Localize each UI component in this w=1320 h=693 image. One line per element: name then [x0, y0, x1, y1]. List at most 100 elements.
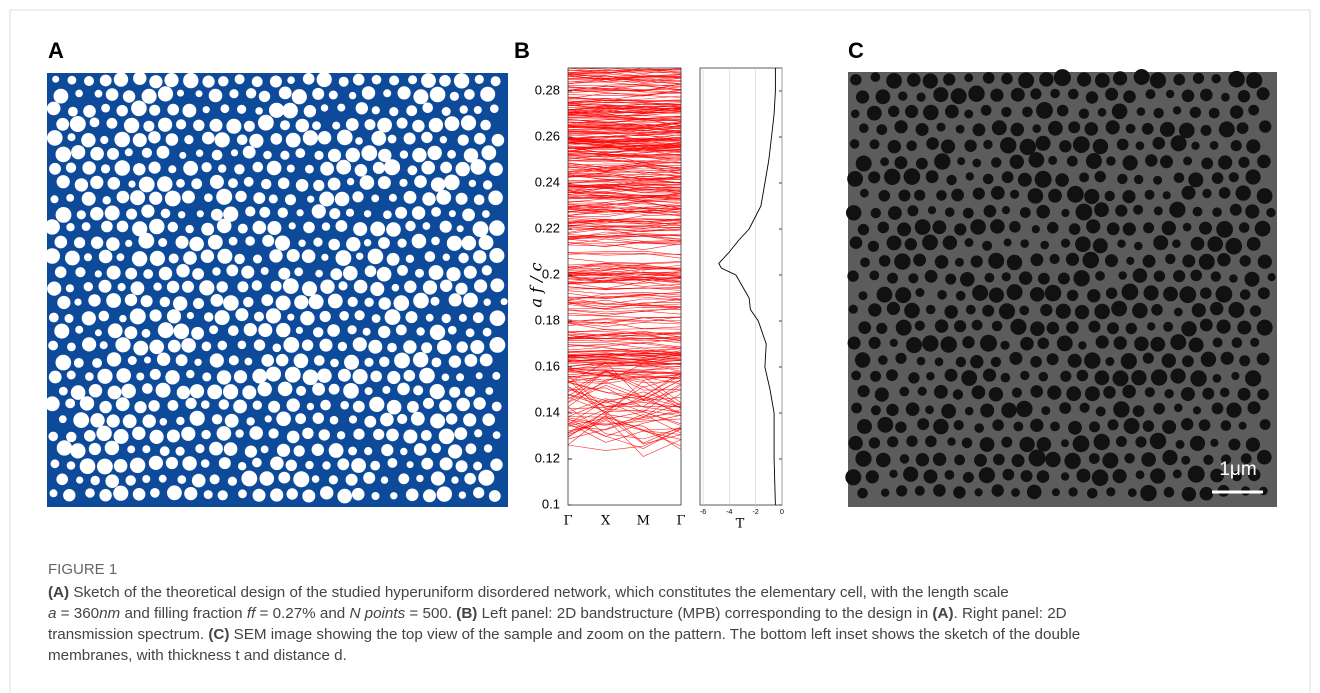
hole [84, 76, 94, 86]
hole [1200, 287, 1212, 300]
hole [364, 447, 373, 456]
hole [237, 340, 247, 350]
hole [144, 356, 151, 364]
hole [1188, 172, 1204, 188]
hole [184, 487, 198, 501]
hole [944, 305, 958, 319]
hole [446, 267, 461, 282]
hole [1208, 107, 1220, 119]
hole [295, 179, 309, 192]
hole [848, 435, 863, 451]
hole [416, 327, 425, 336]
hole [1040, 240, 1049, 250]
hole [1246, 237, 1261, 251]
hole [962, 471, 974, 483]
hole [1037, 337, 1050, 350]
hole [405, 488, 419, 502]
hole [276, 353, 289, 367]
hole [926, 371, 935, 381]
hole [217, 490, 228, 501]
hole [922, 234, 938, 251]
hole [149, 75, 163, 89]
hole [209, 441, 223, 456]
hole [1181, 487, 1197, 502]
hole [991, 157, 1002, 168]
hole [413, 89, 429, 105]
hole [175, 235, 189, 249]
y-tick-label: 0.16 [535, 358, 560, 373]
hole [214, 132, 230, 148]
hole [425, 313, 434, 322]
hole [121, 383, 136, 399]
hole [415, 268, 424, 278]
hole [934, 319, 949, 333]
hole [126, 208, 138, 220]
hole [1029, 287, 1045, 302]
hole [1231, 337, 1243, 349]
hole [55, 146, 72, 163]
hole [268, 400, 281, 413]
hole [1199, 486, 1214, 501]
hole [101, 103, 110, 113]
hole [1060, 472, 1070, 481]
band [567, 131, 682, 135]
hole [1034, 170, 1052, 188]
hole [1211, 402, 1224, 415]
hole [44, 396, 60, 412]
hole [48, 431, 58, 442]
hole [298, 239, 306, 247]
hole [1124, 453, 1135, 464]
band [567, 381, 682, 408]
hole [1106, 487, 1116, 497]
hole [1046, 353, 1059, 366]
hole [447, 149, 456, 159]
hole [1181, 455, 1191, 465]
hole [1144, 387, 1155, 398]
band [567, 318, 682, 323]
hole [338, 76, 349, 87]
hole [1200, 351, 1217, 367]
hole [988, 387, 1004, 402]
band [567, 355, 682, 362]
hole [183, 160, 199, 176]
hole [449, 91, 459, 101]
band [567, 208, 682, 212]
hole [436, 486, 452, 502]
symbol: a [48, 605, 57, 622]
hole [1084, 386, 1100, 402]
band [567, 375, 682, 414]
band [568, 68, 682, 71]
hole [1190, 370, 1207, 387]
hole [165, 456, 178, 470]
hole [83, 105, 96, 118]
hole [1060, 238, 1071, 248]
hole [76, 476, 84, 484]
band [567, 181, 682, 189]
hole [412, 119, 425, 133]
hole [1048, 155, 1058, 165]
hole [370, 460, 381, 471]
text: transmission spectrum. [48, 626, 209, 643]
hole [1085, 91, 1099, 104]
hole [1190, 269, 1202, 282]
hole [1072, 136, 1090, 154]
hole [249, 133, 264, 148]
band [567, 242, 682, 251]
hole [1077, 72, 1092, 87]
text: . Right panel: 2D [953, 605, 1067, 622]
band [567, 144, 682, 149]
hole [438, 428, 455, 445]
hole [1151, 304, 1163, 316]
hole [1082, 251, 1099, 269]
hole [295, 148, 306, 159]
hole [982, 304, 995, 317]
hole [100, 164, 111, 174]
hole [371, 130, 387, 146]
hole [334, 191, 350, 207]
hole [460, 115, 477, 131]
hole [416, 474, 424, 483]
hole [870, 405, 881, 416]
hole [1066, 289, 1079, 302]
hole [421, 73, 436, 88]
hole [1001, 171, 1014, 184]
